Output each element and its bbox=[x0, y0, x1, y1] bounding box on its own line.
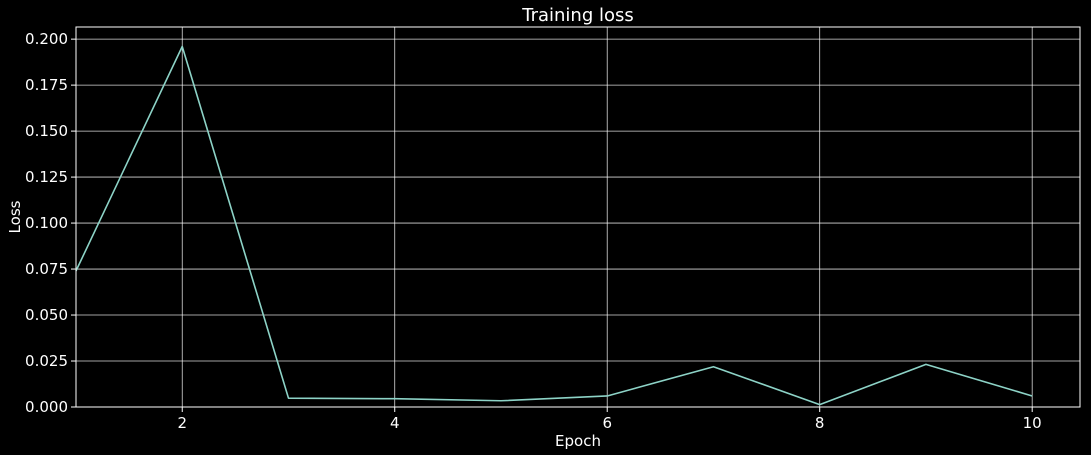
y-tick-label: 0.125 bbox=[25, 168, 68, 186]
x-axis-label: Epoch bbox=[555, 432, 601, 450]
chart-title: Training loss bbox=[521, 5, 634, 26]
x-tick-label: 8 bbox=[815, 414, 825, 432]
y-tick-label: 0.150 bbox=[25, 122, 68, 140]
y-tick-label: 0.175 bbox=[25, 76, 68, 94]
y-tick-label: 0.025 bbox=[25, 352, 68, 370]
x-tick-label: 2 bbox=[177, 414, 187, 432]
series-layer bbox=[75, 45, 1033, 406]
y-tick-label: 0.200 bbox=[25, 30, 68, 48]
axes-frame bbox=[75, 26, 1081, 408]
y-tick-label: 0.050 bbox=[25, 306, 68, 324]
y-axis-label: Loss bbox=[6, 200, 24, 233]
loss-series-line bbox=[75, 45, 1033, 406]
x-tick-label: 4 bbox=[390, 414, 400, 432]
x-tick-label: 6 bbox=[602, 414, 612, 432]
x-tick-label: 10 bbox=[1023, 414, 1042, 432]
grid bbox=[76, 27, 1080, 408]
y-tick-label: 0.075 bbox=[25, 260, 68, 278]
ticks: 2 4 6 8 10 0.000 0.025 0.050 0.075 0.100 0.125 0.15… bbox=[25, 30, 1042, 432]
y-tick-label: 0.000 bbox=[25, 398, 68, 416]
y-tick-label: 0.100 bbox=[25, 214, 68, 232]
